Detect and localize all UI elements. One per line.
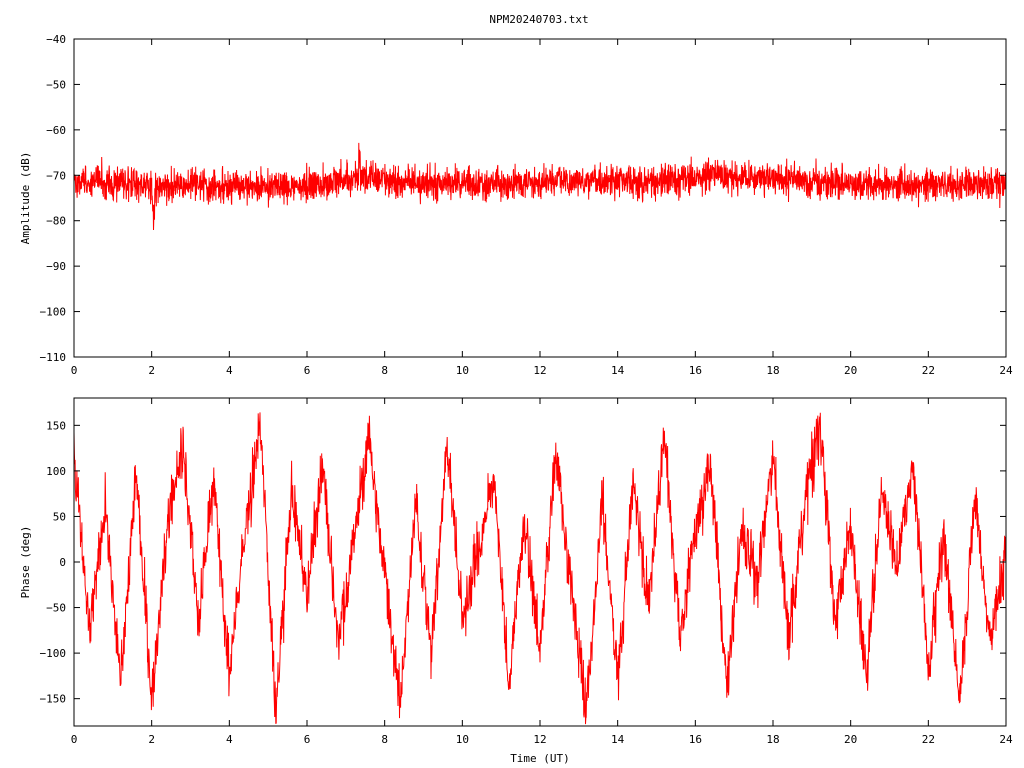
x-tick-label: 20 (844, 733, 857, 746)
y-tick-label: −90 (46, 260, 66, 273)
x-tick-label: 24 (999, 733, 1013, 746)
x-tick-label: 24 (999, 364, 1013, 377)
y-tick-label: 150 (46, 419, 66, 432)
x-tick-label: 18 (766, 733, 779, 746)
x-tick-label: 0 (71, 364, 78, 377)
y-tick-label: 100 (46, 465, 66, 478)
x-tick-label: 22 (922, 733, 935, 746)
x-tick-label: 18 (766, 364, 779, 377)
y-tick-label: 0 (59, 556, 66, 569)
amplitude-panel: 0 2 4 6 8 10 12 14 16 18 20 22 24−40−50−60−70−80−90−… (19, 33, 1013, 377)
x-tick-label: 0 (71, 733, 78, 746)
phase-ticks: 0 2 4 6 8 10 12 14 16 18 20 22 24150100500−50−100−15… (40, 398, 1013, 746)
y-tick-label: −100 (40, 647, 67, 660)
x-tick-label: 8 (381, 364, 388, 377)
x-tick-label: 10 (456, 364, 469, 377)
phase-panel: 0 2 4 6 8 10 12 14 16 18 20 22 24150100500−50−100−15… (19, 397, 1013, 765)
x-tick-label: 4 (226, 364, 233, 377)
x-tick-label: 16 (689, 364, 702, 377)
x-tick-label: 14 (611, 364, 625, 377)
x-tick-label: 22 (922, 364, 935, 377)
amplitude-ticks: 0 2 4 6 8 10 12 14 16 18 20 22 24−40−50−60−70−80−90−… (40, 33, 1013, 377)
y-tick-label: −70 (46, 169, 66, 182)
phase-y-axis-label: Phase (deg) (19, 526, 32, 599)
phase-series (73, 412, 1007, 725)
x-tick-label: 4 (226, 733, 233, 746)
x-tick-label: 16 (689, 733, 702, 746)
phase-line (73, 412, 1007, 725)
y-tick-label: −50 (46, 78, 66, 91)
y-tick-label: −50 (46, 602, 66, 615)
x-tick-label: 20 (844, 364, 857, 377)
x-tick-label: 8 (381, 733, 388, 746)
y-tick-label: −80 (46, 215, 66, 228)
x-tick-label: 6 (304, 364, 311, 377)
x-tick-label: 10 (456, 733, 469, 746)
amplitude-line (73, 142, 1007, 231)
amplitude-y-axis-label: Amplitude (dB) (19, 152, 32, 245)
x-tick-label: 12 (533, 733, 546, 746)
y-tick-label: −60 (46, 124, 66, 137)
chart-title: NPM20240703.txt (489, 13, 588, 26)
x-tick-label: 2 (148, 733, 155, 746)
x-tick-label: 12 (533, 364, 546, 377)
x-tick-label: 6 (304, 733, 311, 746)
x-tick-label: 2 (148, 364, 155, 377)
y-tick-label: −110 (40, 351, 67, 364)
amplitude-series (73, 142, 1007, 231)
phase-x-axis-label: Time (UT) (510, 752, 570, 765)
y-tick-label: −40 (46, 33, 66, 46)
x-tick-label: 14 (611, 733, 625, 746)
y-tick-label: 50 (53, 510, 66, 523)
y-tick-label: −100 (40, 306, 67, 319)
y-tick-label: −150 (40, 693, 67, 706)
